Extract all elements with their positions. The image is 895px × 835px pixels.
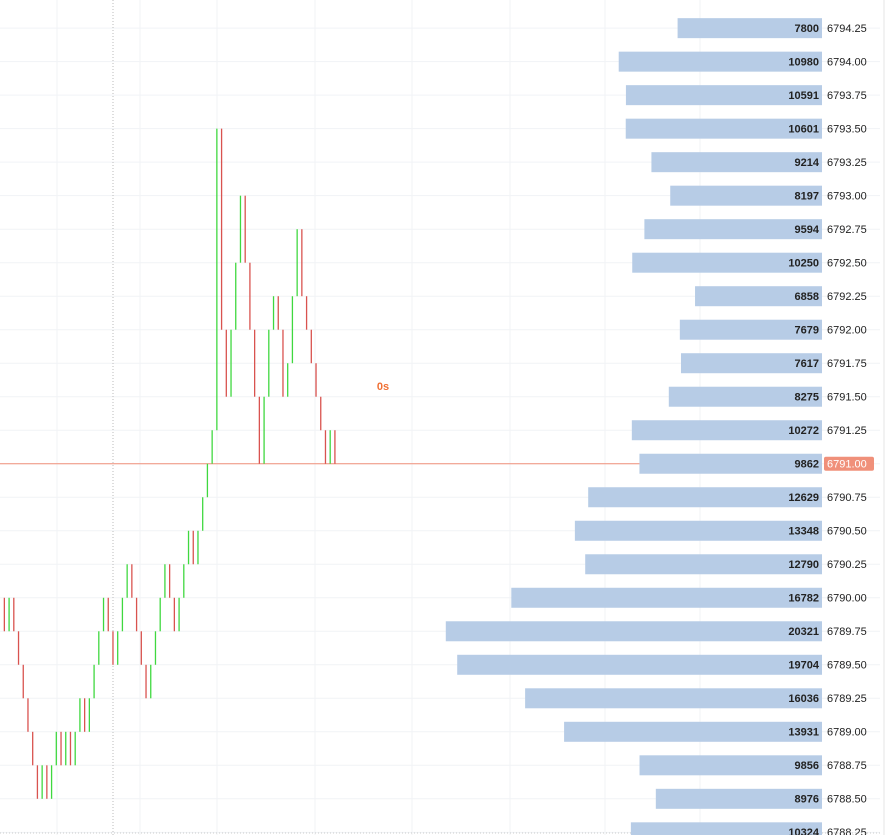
price-label: 6793.75 xyxy=(827,90,867,102)
price-label: 6792.75 xyxy=(827,224,867,236)
volume-bar xyxy=(457,654,822,675)
volume-label: 13931 xyxy=(788,727,819,739)
price-label: 6788.25 xyxy=(827,827,867,835)
volume-label: 19704 xyxy=(788,660,819,672)
volume-label: 9214 xyxy=(795,157,820,169)
volume-bar xyxy=(670,185,822,206)
volume-bar xyxy=(445,621,822,642)
volume-label: 12629 xyxy=(788,492,819,504)
volume-label: 8275 xyxy=(795,392,819,404)
price-label: 6792.50 xyxy=(827,258,867,270)
volume-label: 10591 xyxy=(788,90,819,102)
volume-bar xyxy=(695,286,822,307)
volume-label: 12790 xyxy=(788,559,819,571)
countdown: 0s xyxy=(377,381,389,393)
volume-bar xyxy=(625,118,822,139)
volume-bar xyxy=(677,18,822,39)
volume-bar xyxy=(632,252,822,273)
volume-label: 7679 xyxy=(795,325,819,337)
price-label: 6791.25 xyxy=(827,425,867,437)
price-label: 6788.50 xyxy=(827,794,867,806)
volume-label: 9862 xyxy=(795,459,819,471)
volume-label: 16782 xyxy=(788,593,819,605)
volume-bar xyxy=(679,319,822,340)
volume-bar xyxy=(631,420,822,441)
volume-label: 20321 xyxy=(788,626,819,638)
price-label: 6793.25 xyxy=(827,157,867,169)
volume-bar xyxy=(525,688,822,709)
volume-label: 9594 xyxy=(795,224,820,236)
volume-bar xyxy=(574,520,822,541)
volume-bar xyxy=(644,219,822,240)
volume-bar xyxy=(511,587,822,608)
volume-label: 16036 xyxy=(788,693,819,705)
volume-bar xyxy=(585,554,822,575)
volume-label: 10980 xyxy=(788,57,819,69)
price-label: 6791.00 xyxy=(827,459,867,471)
volume-label: 10272 xyxy=(788,425,819,437)
price-label: 6789.00 xyxy=(827,727,867,739)
volume-label: 7617 xyxy=(795,358,819,370)
price-label: 6792.00 xyxy=(827,325,867,337)
price-label: 6788.75 xyxy=(827,760,867,772)
price-label: 6789.50 xyxy=(827,660,867,672)
volume-label: 10250 xyxy=(788,258,819,270)
volume-label: 8197 xyxy=(795,191,819,203)
volume-bar xyxy=(639,453,822,474)
price-label: 6792.25 xyxy=(827,291,867,303)
last-price-badge xyxy=(824,456,874,471)
price-label: 6793.50 xyxy=(827,124,867,136)
volume-label: 8976 xyxy=(795,794,819,806)
price-label: 6791.75 xyxy=(827,358,867,370)
volume-label: 10324 xyxy=(788,827,819,835)
volume-bar xyxy=(625,85,822,106)
volume-bar xyxy=(651,152,822,173)
price-label: 6790.00 xyxy=(827,593,867,605)
price-label: 6794.25 xyxy=(827,23,867,35)
volume-label: 9856 xyxy=(795,760,819,772)
volume-bar xyxy=(680,353,822,374)
volume-label: 13348 xyxy=(788,526,819,538)
volume-bar xyxy=(668,386,822,407)
volume-bar xyxy=(588,487,822,508)
volume-bar xyxy=(618,51,822,72)
price-label: 6794.00 xyxy=(827,57,867,69)
price-label: 6789.25 xyxy=(827,693,867,705)
price-label: 6790.50 xyxy=(827,526,867,538)
price-label: 6790.25 xyxy=(827,559,867,571)
volume-bar xyxy=(639,755,822,776)
volume-bar xyxy=(564,721,822,742)
volume-label: 7800 xyxy=(795,23,819,35)
price-label: 6791.50 xyxy=(827,392,867,404)
volume-label: 6858 xyxy=(795,291,819,303)
price-label: 6793.00 xyxy=(827,191,867,203)
volume-label: 10601 xyxy=(788,124,819,136)
price-label: 6790.75 xyxy=(827,492,867,504)
volume-bar xyxy=(655,788,822,809)
volume-bar xyxy=(630,822,822,835)
price-label: 6789.75 xyxy=(827,626,867,638)
